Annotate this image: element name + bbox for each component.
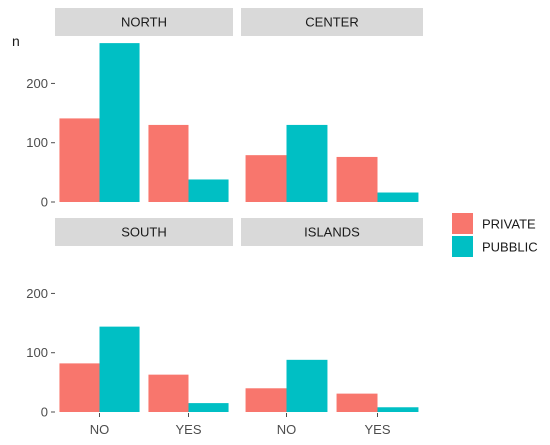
facet-strip (241, 218, 423, 246)
bar-pubblic-yes (188, 179, 229, 202)
x-tick-label: NO (90, 422, 110, 437)
bar-private-no (245, 388, 287, 412)
bar-private-yes (336, 156, 378, 202)
facet-title: CENTER (305, 15, 358, 30)
bar-private-yes (148, 124, 189, 202)
facet-panel-islands: ISLANDS NO YES (241, 218, 423, 437)
bar-private-no (59, 118, 100, 202)
bar-pubblic-yes (188, 403, 229, 412)
facet-strip (241, 8, 423, 36)
facet-title: ISLANDS (304, 225, 360, 240)
x-tick-label: NO (277, 422, 297, 437)
facet-panel-north: NORTH 0 100 200 (26, 8, 233, 210)
facet-strip (55, 218, 233, 246)
legend-label: PRIVATE (482, 217, 536, 232)
bar-private-yes (336, 393, 378, 412)
bar-private-no (59, 363, 100, 412)
bar-private-no (245, 155, 287, 202)
legend-label: PUBBLIC (482, 240, 538, 255)
facet-title: NORTH (121, 15, 167, 30)
x-tick-label: YES (364, 422, 390, 437)
facet-title: SOUTH (121, 225, 167, 240)
y-tick-label: 0 (41, 405, 48, 420)
x-tick-label: YES (175, 422, 201, 437)
legend: PRIVATE PUBBLIC (452, 213, 538, 257)
legend-key-private (452, 213, 473, 234)
bar-pubblic-no (99, 43, 140, 202)
y-tick-label: 100 (26, 345, 48, 360)
bar-pubblic-no (286, 359, 328, 412)
facet-strip (55, 8, 233, 36)
facet-panel-south: SOUTH 0 100 200 NO YES (26, 218, 233, 437)
y-tick-label: 200 (26, 76, 48, 91)
y-tick-label: 100 (26, 135, 48, 150)
bar-pubblic-yes (377, 407, 419, 412)
bar-pubblic-yes (377, 192, 419, 202)
bar-pubblic-no (99, 326, 140, 412)
y-axis-label: n (12, 33, 20, 49)
bar-pubblic-no (286, 124, 328, 202)
y-tick-label: 200 (26, 286, 48, 301)
legend-key-pubblic (452, 236, 473, 257)
facet-panel-center: CENTER (241, 8, 423, 202)
y-tick-label: 0 (41, 195, 48, 210)
bar-private-yes (148, 374, 189, 412)
